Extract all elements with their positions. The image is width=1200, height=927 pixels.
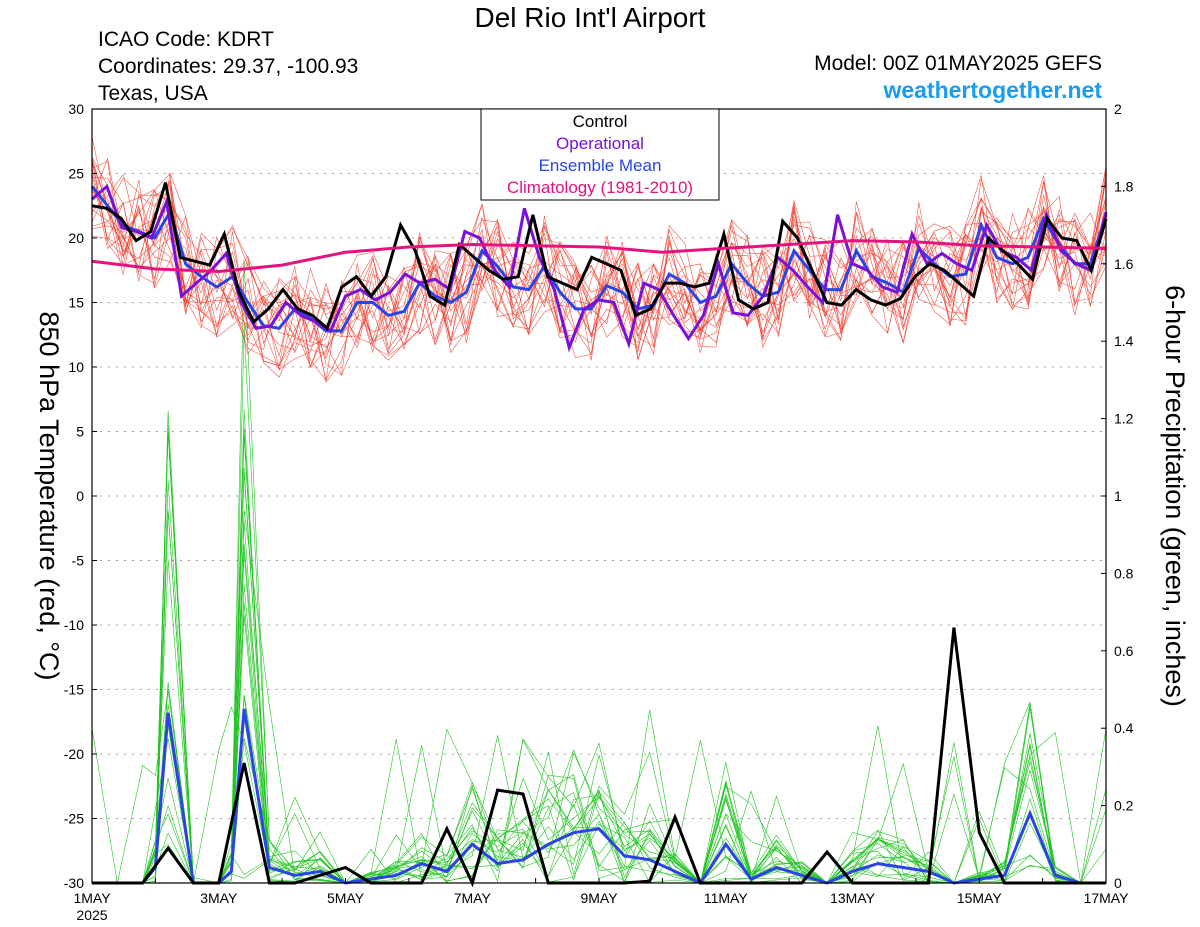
y2-tick-label: 1.8	[1114, 178, 1134, 194]
y2-tick-label: 0.8	[1114, 565, 1134, 581]
y2-tick-label: 0.6	[1114, 643, 1134, 659]
precip-member-line	[92, 432, 1106, 885]
legend-entry: Control	[573, 112, 628, 131]
precip-member-line	[91, 429, 1106, 884]
y-tick-label: 10	[68, 359, 84, 375]
legend-entry: Climatology (1981-2010)	[507, 178, 693, 197]
y-axis-label: 850 hPa Temperature (red, °C)	[34, 312, 64, 681]
x-tick-label: 7MAY	[454, 890, 492, 906]
legend-box	[480, 108, 720, 201]
temp-member-line	[91, 157, 1107, 368]
icao-code: ICAO Code: KDRT	[98, 28, 274, 51]
y2-tick-label: 1.6	[1114, 256, 1134, 272]
brand-link[interactable]: weathertogether.net	[883, 77, 1102, 103]
x-tick-label: 5MAY	[327, 890, 365, 906]
x-tick-label: 17MAY	[1084, 890, 1130, 906]
model-run: Model: 00Z 01MAY2025 GEFS	[814, 52, 1102, 75]
y-tick-label: 0	[76, 488, 84, 504]
x-tick-label: 1MAY	[73, 890, 111, 906]
x-tick-label: 15MAY	[957, 890, 1003, 906]
y-tick-label: -20	[64, 746, 84, 762]
temp-member-line	[91, 191, 1107, 381]
y2-tick-label: 1.2	[1114, 411, 1134, 427]
y-tick-label: -10	[64, 617, 84, 633]
precip-member-line	[92, 480, 1107, 884]
y-tick-label: -15	[64, 682, 84, 698]
precip-lines	[91, 260, 1107, 888]
legend-entry: Ensemble Mean	[539, 156, 662, 175]
chart-title: Del Rio Int'l Airport	[474, 2, 706, 33]
x-year-label: 2025	[76, 907, 107, 923]
y-tick-label: -30	[64, 875, 84, 891]
region: Texas, USA	[98, 82, 208, 105]
y2-tick-label: 0.2	[1114, 798, 1134, 814]
precip-member-line	[92, 436, 1106, 884]
ensemble-mean-precip-line	[92, 708, 1106, 885]
control-temp-line	[91, 182, 1108, 331]
temp-member-line	[91, 158, 1107, 378]
y2-axis-label: 6-hour Precipitation (green, inches)	[1160, 285, 1190, 707]
y-tick-label: 20	[68, 230, 84, 246]
y2-tick-label: 2	[1114, 101, 1122, 117]
coordinates: Coordinates: 29.37, -100.93	[98, 55, 359, 78]
legend-entry: Operational	[556, 134, 644, 153]
temp-member-line	[91, 161, 1107, 356]
y-tick-label: 15	[68, 295, 84, 311]
legend: Control Operational Ensemble Mean Climatolo…	[480, 108, 720, 201]
y-tick-label: -5	[72, 553, 85, 569]
climatology-line	[91, 239, 1107, 274]
x-tick-label: 11MAY	[704, 890, 748, 906]
y-tick-label: 30	[68, 101, 84, 117]
y2-tick-label: 1.4	[1114, 333, 1134, 349]
precip-member-line	[92, 410, 1106, 884]
x-tick-label: 9MAY	[580, 890, 618, 906]
y-tick-label: -25	[64, 811, 84, 827]
precip-member-line	[92, 738, 1106, 884]
y-tick-label: 25	[68, 166, 84, 182]
y2-tick-label: 1	[1114, 488, 1122, 504]
y2-tick-label: 0	[1114, 875, 1122, 891]
y2-tick-label: 0.4	[1114, 720, 1134, 736]
x-tick-label: 13MAY	[830, 890, 876, 906]
temp-member-line	[91, 172, 1107, 365]
axis-labels: -30-25-20-15-10-505101520253000.20.40.60…	[34, 101, 1190, 923]
temp-member-line	[91, 173, 1107, 370]
x-tick-label: 3MAY	[200, 890, 238, 906]
y-tick-label: 5	[76, 424, 84, 440]
temp-lines	[90, 136, 1108, 383]
operational-temp-line	[91, 183, 1108, 353]
